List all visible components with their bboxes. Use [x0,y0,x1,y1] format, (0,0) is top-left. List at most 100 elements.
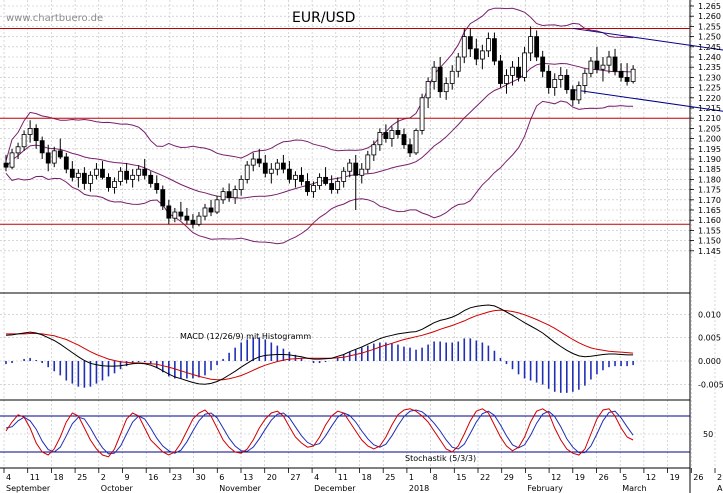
day-tick-label: 2 [717,473,722,482]
candle-bullish [232,189,238,199]
candle-bullish [94,168,99,176]
price-tick-label: 1.180 [698,175,721,184]
month-label: February [527,484,563,493]
day-tick-label: 16 [148,473,158,482]
candle-bearish [166,205,172,219]
candle-bearish [594,60,600,70]
candle-bearish [81,172,87,184]
candle-bearish [160,189,166,207]
candle-bearish [45,152,51,164]
month-label: September [6,484,51,493]
price-tick-label: 1.150 [698,237,721,246]
candle-bearish [516,66,521,78]
candle-bullish [311,185,316,193]
price-tick-label: 1.145 [698,247,721,256]
candle-bearish [540,56,546,72]
candle-bullish [455,56,461,72]
day-tick-label: 18 [53,473,63,482]
day-tick-label: 12 [551,473,561,482]
chart-title: EUR/USD [292,10,355,26]
bollinger-upper-band [5,7,634,162]
candle-bearish [546,70,552,88]
day-tick-label: 11 [30,473,40,482]
day-tick-label: 4 [314,473,319,482]
day-tick-label: 11 [338,473,348,482]
candle-bullish [130,174,136,180]
candle-bearish [178,211,184,217]
candle-bearish [39,140,45,154]
price-tick-label: 1.265 [698,2,721,11]
candle-bullish [335,181,341,191]
price-tick-label: 1.235 [698,63,721,72]
candle-bearish [106,176,111,188]
candle-bearish [3,162,9,168]
day-tick-label: 20 [267,473,277,482]
candle-bearish [299,174,304,182]
candle-bullish [238,178,244,190]
candle-bullish [431,66,437,82]
candle-bearish [492,38,497,62]
candle-bullish [558,74,564,80]
stochastic-tick-label: 50 [703,430,713,439]
candle-bullish [582,72,588,86]
day-tick-label: 19 [575,473,585,482]
candle-bearish [154,183,160,190]
date-axis: 4 11 18 25 2 9 16 23 30 6 13 20 27 4 11 18 25 1 8 15 22 29 5 12… [3,468,723,493]
day-tick-label: 18 [362,473,372,482]
grid [0,0,716,468]
candle-bearish [612,56,618,72]
candle-bullish [75,172,81,178]
candle-bullish [196,215,202,225]
candle-bullish [600,64,606,70]
day-tick-label: 5 [622,473,627,482]
candle-bearish [401,134,407,146]
trend-channel-upper [572,27,723,51]
price-tick-label: 1.210 [698,114,721,123]
price-tick-label: 1.155 [698,226,721,235]
candle-bullish [202,207,208,217]
candle-bullish [172,211,178,219]
candle-bearish [256,158,262,164]
candle-bullish [588,60,594,74]
candle-bullish [576,85,582,101]
candle-bullish [449,70,455,84]
candle-bearish [226,191,232,199]
candle-bearish [287,168,292,180]
candle-bearish [570,89,576,101]
candle-bullish [443,83,449,93]
candle-bearish [564,74,570,91]
macd-line [5,304,634,385]
day-tick-label: 26 [693,473,703,482]
day-tick-label: 12 [646,473,656,482]
candle-bullish [214,199,220,213]
day-tick-label: 4 [6,473,11,482]
candle-bearish [100,168,105,178]
price-tick-label: 1.170 [698,196,721,205]
day-tick-label: 6 [219,473,224,482]
candle-bullish [552,79,558,89]
candle-bearish [534,36,540,58]
candle-bearish [190,219,196,225]
candle-bullish [504,74,509,84]
candle-bearish [280,162,286,170]
candle-bullish [9,152,15,168]
price-tick-label: 1.215 [698,104,721,113]
candle-bearish [184,215,190,221]
candle-bullish [522,52,527,78]
macd-tick-label: 0.000 [698,357,721,366]
month-label: October [101,484,134,493]
candle-bearish [208,207,214,213]
month-label: December [314,484,356,493]
day-tick-label: 5 [527,473,532,482]
price-tick-label: 1.260 [698,12,721,21]
candle-bullish [413,130,419,154]
trend-channel-lower [572,89,723,112]
day-tick-label: 13 [243,473,253,482]
candle-bullish [220,191,226,201]
candle-bullish [479,50,485,60]
stochastic-label: Stochastik (5/3/3) [405,454,476,463]
price-tick-label: 1.175 [698,186,721,195]
candle-bullish [419,97,425,131]
price-tick-label: 1.240 [698,53,721,62]
candle-bullish [136,168,142,176]
